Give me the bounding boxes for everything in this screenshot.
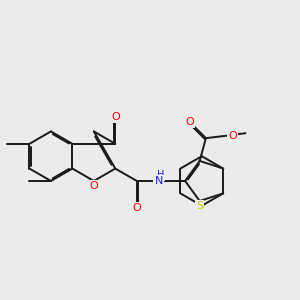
Text: O: O: [111, 112, 120, 122]
Text: H: H: [157, 170, 164, 180]
Text: O: O: [89, 182, 98, 191]
Text: S: S: [196, 201, 203, 212]
Text: O: O: [228, 131, 237, 141]
Text: O: O: [133, 203, 141, 213]
Text: N: N: [154, 176, 163, 186]
Text: O: O: [185, 117, 194, 127]
